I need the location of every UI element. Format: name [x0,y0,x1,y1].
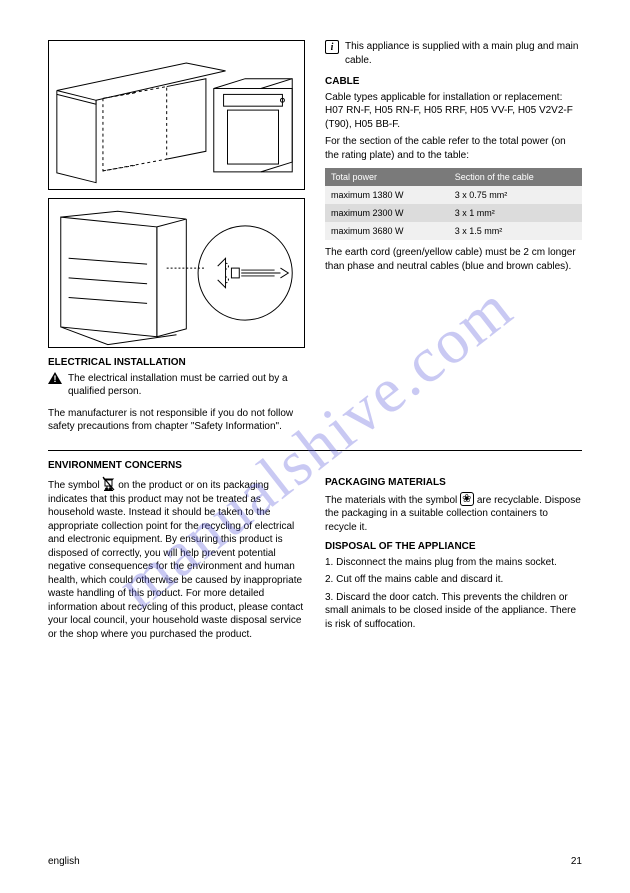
table-row: maximum 2300 W [325,204,449,222]
table-row: maximum 1380 W [325,186,449,204]
electrical-install-title: ELECTRICAL INSTALLATION [48,356,305,370]
table-row: 3 x 1 mm² [449,204,582,222]
table-header-power: Total power [325,168,449,186]
cable-types-text: Cable types applicable for installation … [325,91,582,132]
weee-icon [102,476,115,491]
pkg-body: The materials with the symbol are recycl… [325,492,582,535]
recyclable-icon [460,492,474,506]
cable-section-table: Total power Section of the cable maximum… [325,168,582,240]
table-row: 3 x 1.5 mm² [449,222,582,240]
install-warning-text: The electrical installation must be carr… [68,372,305,399]
env-body-pre: The symbol [48,480,102,491]
table-header-section: Section of the cable [449,168,582,186]
env-body: The symbol on the product or on its pack… [48,476,305,641]
section-divider [48,450,582,451]
plug-cable-info: This appliance is supplied with a main p… [345,40,582,67]
dispose-step-2: 2. Cut off the mains cable and discard i… [325,573,582,587]
install-diagram-cabinet [48,40,305,190]
info-icon: i [325,40,339,54]
earth-cord-note: The earth cord (green/yellow cable) must… [325,246,582,273]
dispose-title: DISPOSAL OF THE APPLIANCE [325,540,582,554]
dispose-step-1: 1. Disconnect the mains plug from the ma… [325,556,582,570]
footer-language: english [48,856,80,867]
pkg-title: PACKAGING MATERIALS [325,476,582,490]
install-diagram-screw [48,198,305,348]
install-disclaimer: The manufacturer is not responsible if y… [48,407,305,434]
table-row: maximum 3680 W [325,222,449,240]
table-row: 3 x 0.75 mm² [449,186,582,204]
env-title: ENVIRONMENT CONCERNS [48,459,582,473]
cable-title: CABLE [325,75,582,89]
dispose-step-3: 3. Discard the door catch. This prevents… [325,591,582,632]
warning-icon [48,372,62,386]
env-body-post: on the product or on its packaging indic… [48,480,303,640]
cable-section-intro: For the section of the cable refer to th… [325,135,582,162]
footer-page-number: 21 [571,856,582,867]
